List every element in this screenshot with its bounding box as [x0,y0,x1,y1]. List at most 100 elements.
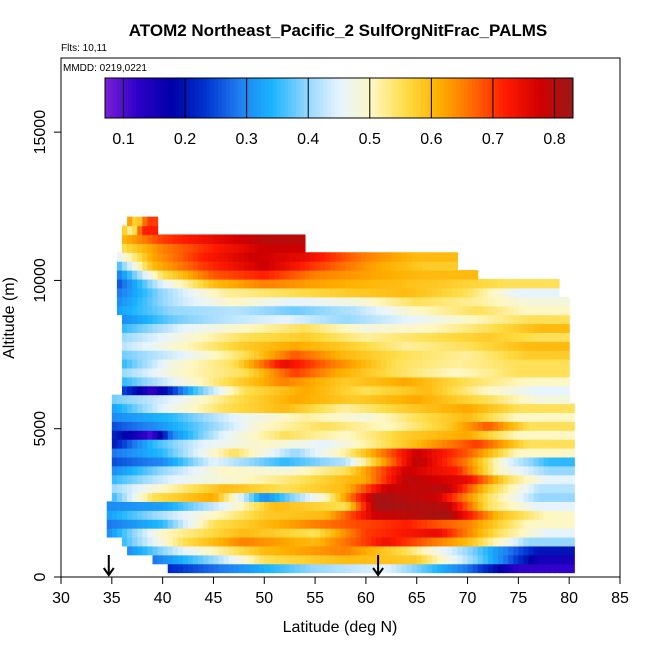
heatmap-cell [116,270,123,280]
colorbar-swatch [370,78,375,118]
heatmap-cell [121,314,128,325]
heatmap-cell [498,492,504,502]
heatmap-cell [370,350,377,360]
heatmap-cell [350,501,357,511]
heatmap-cell [482,385,489,396]
heatmap-cell [492,385,499,396]
heatmap-cell [177,341,184,351]
heatmap-cell [172,234,179,244]
heatmap-cell [193,305,199,316]
heatmap-cell [279,385,286,396]
heatmap-cell [188,519,194,529]
heatmap-cell [304,519,311,529]
heatmap-cell [233,323,240,333]
heatmap-cell [325,412,331,422]
heatmap-cell [467,323,474,333]
heatmap-cell [416,296,423,307]
heatmap-cell [543,456,550,467]
heatmap-cell [406,252,413,262]
heatmap-cell [218,341,225,351]
heatmap-cell [177,412,184,422]
colorbar-swatch [323,78,328,118]
heatmap-cell [523,474,530,485]
heatmap-cell [111,430,118,440]
heatmap-cell [447,554,453,565]
heatmap-cell [365,252,372,262]
heatmap-cell [355,252,362,262]
heatmap-cell [442,270,448,280]
heatmap-cell [447,528,453,538]
heatmap-cell [315,359,321,369]
colorbar-swatch [264,78,270,118]
heatmap-cell [127,474,133,485]
heatmap-cell [355,385,362,396]
heatmap-cell [274,394,281,405]
heatmap-cell [320,252,326,262]
heatmap-cell [228,554,235,565]
heatmap-cell [538,519,545,529]
heatmap-cell [157,323,164,333]
heatmap-cell [533,278,540,289]
heatmap-cell [533,394,540,405]
heatmap-cell [325,430,331,440]
heatmap-cell [116,474,123,485]
heatmap-cell [386,270,392,280]
heatmap-cell [121,430,128,440]
heatmap-cell [477,474,484,485]
heatmap-cell [284,287,291,298]
heatmap-cell [411,563,418,574]
heatmap-cell [426,296,433,307]
heatmap-cell [137,350,143,360]
heatmap-cell [228,261,235,271]
heatmap-cell [376,332,382,342]
heatmap-cell [142,412,148,422]
heatmap-cell [304,447,311,458]
heatmap-cell [254,252,260,262]
heatmap-cell [543,341,550,351]
heatmap-cell [147,323,154,333]
heatmap-cell [208,554,215,565]
heatmap-cell [172,456,179,467]
heatmap-cell [167,563,174,574]
heatmap-cell [233,234,240,244]
heatmap-cell [564,465,570,476]
heatmap-cell [315,519,321,529]
heatmap-cell [350,278,357,289]
heatmap-cell [523,296,530,307]
heatmap-cell [569,456,575,467]
heatmap-cell [127,278,133,289]
heatmap-cell [513,332,519,342]
heatmap-cell [162,510,169,520]
heatmap-cell [487,376,494,387]
heatmap-cell [548,376,555,387]
heatmap-cell [137,536,143,547]
heatmap-cell [437,439,443,449]
heatmap-cell [310,528,316,538]
heatmap-cell [264,447,270,458]
heatmap-cell [386,474,392,485]
heatmap-cell [391,439,397,449]
heatmap-cell [279,234,286,244]
heatmap-cell [401,296,408,307]
heatmap-cell [243,234,250,244]
heatmap-cell [452,421,458,431]
colorbar-swatch [436,78,441,118]
heatmap-cell [370,287,377,298]
heatmap-cell [513,519,519,529]
heatmap-cell [335,545,342,556]
heatmap-cell [569,528,575,538]
heatmap-cell [442,367,448,378]
heatmap-cell [289,439,296,449]
heatmap-cell [401,359,408,369]
heatmap-cell [335,376,342,387]
heatmap-cell [142,252,148,262]
heatmap-cell [426,545,433,556]
heatmap-cell [386,332,392,342]
heatmap-cell [320,261,326,271]
heatmap-cell [294,528,301,538]
heatmap-cell [304,394,311,405]
heatmap-cell [243,536,250,547]
heatmap-cell [564,412,570,422]
heatmap-cell [238,341,245,351]
